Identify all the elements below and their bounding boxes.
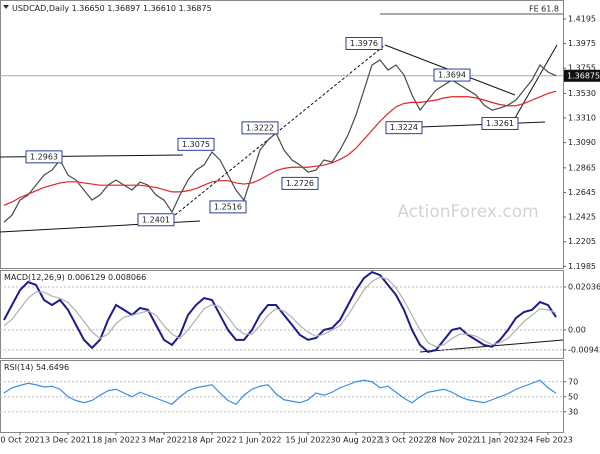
- series-line: [3, 270, 557, 353]
- fe-label: FE 61.8: [529, 4, 559, 13]
- y-tick-label: 1.2425: [568, 213, 596, 222]
- x-tick-label: 3 Mar 2022: [141, 436, 187, 445]
- y-tick-label: 1.2205: [568, 237, 596, 246]
- y-tick-label: 1.3090: [568, 138, 596, 147]
- level-label: 1.3222: [246, 123, 274, 132]
- y-tick-label: 0.00: [568, 325, 586, 334]
- x-tick-label: 18 Jan 2022: [92, 436, 140, 445]
- level-box: [481, 117, 519, 131]
- level-label: 1.3261: [486, 119, 514, 128]
- open: 1.36650: [72, 4, 105, 13]
- y-tick-label: 1.1985: [568, 262, 596, 271]
- last-price-label: 1.36875: [567, 71, 600, 80]
- chart-header: USDCAD,Daily 1.36650 1.36897 1.36610 1.3…: [12, 4, 212, 13]
- y-tick-label: -0.009438: [568, 345, 600, 354]
- high: 1.36897: [107, 4, 140, 13]
- x-tick-label: 28 Nov 2022: [426, 436, 477, 445]
- macd-title: MACD(12,26,9): [4, 273, 65, 282]
- price-panel-frame: [0, 0, 564, 269]
- x-tick-label: 18 Apr 2022: [187, 436, 236, 445]
- macd-value: 0.006129: [67, 273, 105, 282]
- y-tick-label: 1.3310: [568, 114, 596, 123]
- y-tick-label: 1.3755: [568, 64, 596, 73]
- level-label: 1.3976: [350, 39, 378, 48]
- level-label: 1.3694: [438, 71, 466, 80]
- x-tick-label: 15 Jul 2022: [285, 436, 330, 445]
- level-label: 1.2726: [286, 179, 314, 188]
- macd-panel-frame: [0, 270, 564, 359]
- macd-label: MACD(12,26,9) 0.006129 0.008066: [4, 273, 146, 282]
- level-label: 1.2516: [214, 202, 242, 211]
- y-tick-label: 0.02036: [568, 282, 600, 291]
- level-box: [137, 213, 175, 227]
- level-label: 1.2401: [142, 215, 170, 224]
- series-line: [3, 276, 557, 348]
- y-tick-label: 1.2645: [568, 188, 596, 197]
- level-label: 1.3075: [182, 140, 210, 149]
- x-tick-label: 13 Oct 2022: [379, 436, 428, 445]
- y-tick-label: 1.3530: [568, 89, 596, 98]
- watermark: ActionForex.com: [397, 202, 538, 222]
- low: 1.36610: [143, 4, 176, 13]
- rsi-label: RSI(14) 54.6496: [4, 363, 69, 372]
- x-tick-label: 11 Jan 2023: [476, 436, 524, 445]
- y-tick-label: 1.2865: [568, 163, 596, 172]
- level-box: [281, 176, 319, 190]
- level-box: [209, 200, 247, 214]
- series-line: [3, 379, 557, 405]
- rsi-title: RSI(14): [4, 363, 33, 372]
- x-tick-label: 30 Aug 2022: [330, 436, 381, 445]
- collapse-icon: [3, 5, 9, 9]
- level-label: 1.2963: [30, 152, 58, 161]
- y-tick-label: 1.4195: [568, 14, 596, 23]
- x-tick-label: 20 Oct 2021: [0, 436, 45, 445]
- series-line: [3, 59, 557, 223]
- rsi-value: 54.6496: [36, 363, 69, 372]
- level-box: [25, 150, 63, 164]
- level-box: [433, 68, 471, 82]
- last-price-box: [564, 69, 600, 82]
- x-tick-label: 24 Feb 2023: [523, 436, 573, 445]
- y-tick-label: 30: [568, 407, 578, 416]
- level-box: [177, 137, 215, 151]
- trend-line: [514, 44, 558, 119]
- symbol: USDCAD,Daily: [12, 4, 69, 13]
- close: 1.36875: [179, 4, 212, 13]
- y-tick-label: 70: [568, 377, 578, 386]
- trend-line: [174, 44, 386, 216]
- level-box: [241, 121, 279, 135]
- level-box: [345, 36, 383, 50]
- x-tick-label: 1 Jun 2022: [238, 436, 281, 445]
- y-tick-label: 1.3975: [568, 39, 596, 48]
- signal-value: 0.008066: [108, 273, 146, 282]
- x-tick-label: 3 Dec 2021: [45, 436, 91, 445]
- y-tick-label: 50: [568, 392, 578, 401]
- level-box: [385, 121, 423, 135]
- level-label: 1.3224: [390, 123, 418, 132]
- series-line: [3, 90, 557, 206]
